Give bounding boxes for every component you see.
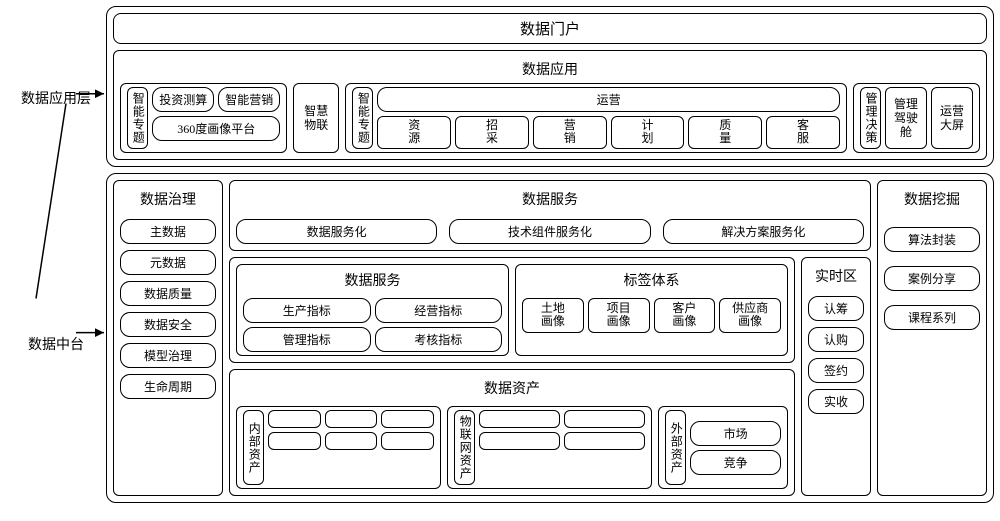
mining-2: 课程系列	[884, 305, 980, 330]
portal-title: 数据门户	[113, 13, 987, 44]
mining-title: 数据挖掘	[884, 187, 980, 213]
sub2-i2: 客户画像	[654, 298, 716, 333]
svc-top-0: 数据服务化	[236, 219, 437, 244]
diagram-root: 数据应用层 数据中台 数据门户 数据应用 智能专题 投资测算	[6, 6, 994, 503]
asset-external: 外部资产 市场 竞争	[658, 406, 788, 489]
app-group1: 智能专题 投资测算 智能营销 360度画像平台	[120, 83, 287, 153]
rt-3: 实收	[808, 389, 864, 414]
app-group2: 智能专题 运营 资源 招采 营销 计划 质量 客服	[345, 83, 847, 153]
svc-sub2: 标签体系 土地画像 项目画像 客户画像 供应商画像	[515, 264, 788, 356]
sub1-i1: 经营指标	[375, 298, 503, 323]
rt-1: 认购	[808, 327, 864, 352]
ops-title: 运营	[377, 87, 839, 112]
center-stack: 数据服务 数据服务化 技术组件服务化 解决方案服务化	[229, 180, 871, 496]
app-row: 智能专题 投资测算 智能营销 360度画像平台 智慧物联	[120, 83, 980, 153]
mining: 数据挖掘 算法封装 案例分享 课程系列	[877, 180, 987, 496]
gov-item-3: 数据安全	[120, 312, 216, 337]
ops-item-2: 营销	[533, 116, 607, 149]
gov-item-2: 数据质量	[120, 281, 216, 306]
service-top: 数据服务 数据服务化 技术组件服务化 解决方案服务化	[229, 180, 871, 251]
governance: 数据治理 主数据 元数据 数据质量 数据安全 模型治理 生命周期	[113, 180, 223, 496]
asset-iot: 物联网资产	[447, 406, 652, 489]
app-section: 数据应用 智能专题 投资测算 智能营销 360度画像平台	[113, 50, 987, 160]
svc-top-2: 解决方案服务化	[663, 219, 864, 244]
realtime-title: 实时区	[808, 264, 864, 290]
sub2-i0: 土地画像	[522, 298, 584, 333]
pill-360: 360度画像平台	[152, 116, 280, 141]
app-layer-outer: 数据门户 数据应用 智能专题 投资测算 智能营销	[106, 6, 994, 167]
gov-item-0: 主数据	[120, 219, 216, 244]
sub2-i1: 项目画像	[588, 298, 650, 333]
asset-ext-0: 市场	[690, 421, 781, 446]
app-group1-side: 智能专题	[127, 87, 148, 149]
svc-sub-and-asset: 数据服务 生产指标 经营指标 管理指标 考核指标	[229, 257, 871, 496]
svc-title: 数据服务	[236, 187, 864, 213]
gov-item-4: 模型治理	[120, 343, 216, 368]
rt-2: 签约	[808, 358, 864, 383]
pill-invest: 投资测算	[152, 87, 214, 112]
ops-item-1: 招采	[455, 116, 529, 149]
layer-arrows	[6, 6, 106, 503]
mgmt-bigscreen: 运营大屏	[931, 87, 973, 149]
mgmt-side: 管理决策	[860, 87, 881, 149]
label-app-layer: 数据应用层	[6, 84, 106, 112]
asset: 数据资产 内部资产	[229, 369, 795, 496]
mgmt-cockpit: 管理驾驶舱	[885, 87, 927, 149]
main-column: 数据门户 数据应用 智能专题 投资测算 智能营销	[106, 6, 994, 503]
ops-item-0: 资源	[377, 116, 451, 149]
ops-item-3: 计划	[611, 116, 685, 149]
label-mid-platform: 数据中台	[6, 330, 106, 358]
svc-sub2-title: 标签体系	[522, 268, 781, 294]
sub1-i2: 管理指标	[243, 327, 371, 352]
sub2-i3: 供应商画像	[719, 298, 781, 333]
asset-internal: 内部资产	[236, 406, 441, 489]
gov-title: 数据治理	[120, 187, 216, 213]
asset-title: 数据资产	[236, 376, 788, 402]
svc-subs: 数据服务 生产指标 经营指标 管理指标 考核指标	[229, 257, 795, 363]
svc-sub1: 数据服务 生产指标 经营指标 管理指标 考核指标	[236, 264, 509, 356]
mining-1: 案例分享	[884, 266, 980, 291]
svc-sub1-title: 数据服务	[243, 268, 502, 294]
gov-item-5: 生命周期	[120, 374, 216, 399]
svc-top-1: 技术组件服务化	[449, 219, 650, 244]
app-group2-side: 智能专题	[352, 87, 373, 149]
iot-box: 智慧物联	[293, 83, 339, 153]
rt-0: 认筹	[808, 296, 864, 321]
left-label-column: 数据应用层 数据中台	[6, 6, 106, 503]
mining-0: 算法封装	[884, 227, 980, 252]
realtime: 实时区 认筹 认购 签约 实收	[801, 257, 871, 496]
ops-item-4: 质量	[688, 116, 762, 149]
asset-ext-label: 外部资产	[665, 410, 686, 485]
asset-iot-label: 物联网资产	[454, 410, 475, 485]
pill-marketing: 智能营销	[218, 87, 280, 112]
sub1-i3: 考核指标	[375, 327, 503, 352]
ops-item-5: 客服	[766, 116, 840, 149]
sub1-i0: 生产指标	[243, 298, 371, 323]
mgmt-group: 管理决策 管理驾驶舱 运营大屏	[853, 83, 980, 153]
gov-item-1: 元数据	[120, 250, 216, 275]
mid-platform-outer: 数据治理 主数据 元数据 数据质量 数据安全 模型治理 生命周期 数据服务 数据…	[106, 173, 994, 503]
app-section-title: 数据应用	[120, 57, 980, 83]
asset-internal-label: 内部资产	[243, 410, 264, 485]
asset-ext-1: 竞争	[690, 450, 781, 475]
